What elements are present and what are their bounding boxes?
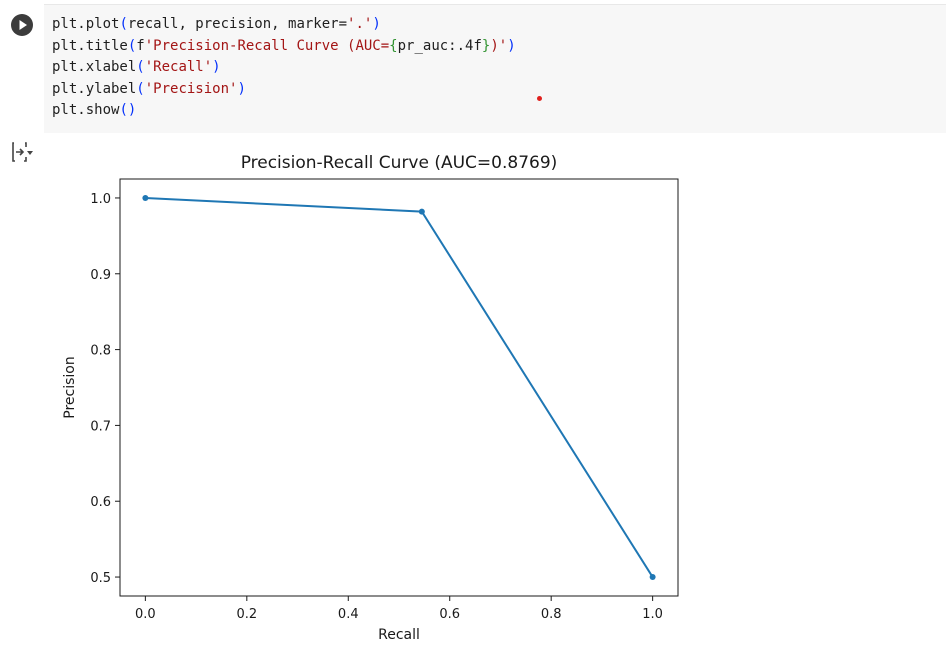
y-tick-label: 0.7: [90, 419, 111, 434]
x-tick-label: 1.0: [642, 607, 663, 622]
code-line: plt.plot(recall, precision, marker='.'): [52, 16, 381, 32]
code-text[interactable]: plt.plot(recall, precision, marker='.') …: [52, 14, 516, 122]
y-tick-label: 1.0: [90, 192, 111, 207]
data-point: [649, 574, 656, 581]
x-tick-label: 0.4: [338, 607, 359, 622]
code-line: plt.show(): [52, 102, 137, 118]
precision-recall-chart: Precision-Recall Curve (AUC=0.8769) 0.0 0…: [62, 153, 679, 643]
code-line: plt.ylabel('Precision'): [52, 80, 246, 97]
x-axis-label: Recall: [378, 627, 420, 643]
x-tick-label: 0.8: [541, 607, 562, 622]
data-point: [142, 194, 149, 201]
play-icon: [19, 20, 27, 30]
y-axis-label: Precision: [62, 356, 78, 418]
data-point: [418, 208, 425, 215]
y-tick-label: 0.9: [90, 268, 111, 283]
series-line: [145, 196, 654, 578]
x-tick-label: 0.2: [236, 607, 257, 622]
x-tick-label: 0.6: [439, 607, 460, 622]
output-toggle-icon: [12, 142, 33, 162]
run-cell-button[interactable]: [11, 14, 33, 36]
y-tick-label: 0.8: [90, 344, 111, 359]
y-tick-label: 0.6: [90, 495, 111, 510]
code-line: plt.xlabel('Recall'): [52, 59, 221, 75]
code-editor[interactable]: [44, 4, 946, 133]
output-toggle-button[interactable]: [10, 140, 36, 164]
plot-frame: [119, 178, 679, 597]
code-line: plt.title(f'Precision-Recall Curve (AUC=…: [52, 37, 516, 54]
chart-title: Precision-Recall Curve (AUC=0.8769): [241, 153, 558, 173]
cursor-dot: [537, 96, 542, 101]
y-tick-label: 0.5: [90, 571, 111, 586]
x-tick-label: 0.0: [135, 607, 156, 622]
code-cell: plt.plot(recall, precision, marker='.') …: [0, 0, 946, 133]
